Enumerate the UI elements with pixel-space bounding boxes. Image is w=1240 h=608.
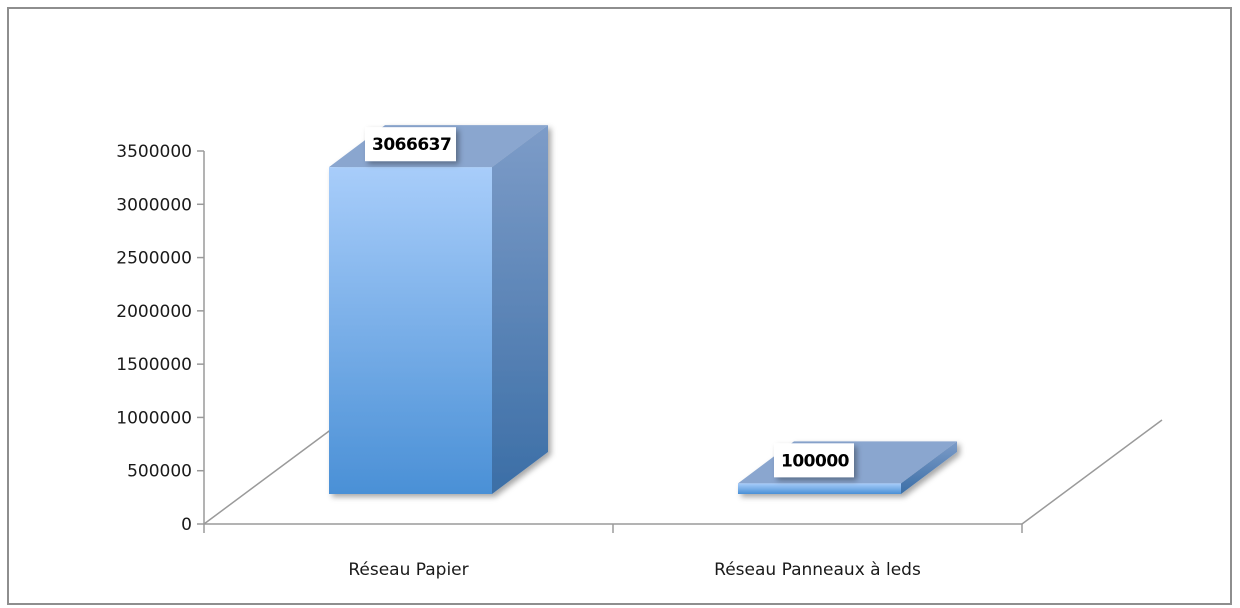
- y-tick-label: 1000000: [116, 408, 192, 428]
- x-category-label: Réseau Panneaux à leds: [714, 560, 921, 580]
- data-label-box: [774, 443, 854, 478]
- y-tick-label: 1500000: [116, 355, 192, 375]
- y-tick-label: 0: [181, 515, 192, 535]
- y-tick-label: 2500000: [116, 249, 192, 269]
- data-label-2: 100000: [774, 443, 854, 478]
- bar-front-face: [738, 483, 901, 494]
- data-label-value: 3066637: [372, 135, 451, 155]
- y-tick-label: 3500000: [116, 142, 192, 162]
- bar-side-face: [901, 441, 957, 494]
- data-labels: 3066637 100000: [365, 127, 854, 478]
- floor-left-edge: [203, 419, 345, 525]
- chart-frame: [7, 7, 1232, 605]
- data-label-value: 100000: [781, 451, 850, 471]
- bars: [329, 125, 957, 494]
- y-tick-label: 2000000: [116, 302, 192, 322]
- floor-right-edge: [1021, 419, 1163, 525]
- data-label-1: 3066637: [365, 127, 456, 162]
- bar-front-face: [329, 167, 492, 494]
- y-axis-ticks: 0 500000 1000000 1500000 2000000 2500000 30000…: [116, 142, 204, 535]
- x-category-label: Réseau Papier: [348, 560, 468, 580]
- bar-1: [329, 125, 548, 494]
- y-tick-label: 500000: [127, 462, 192, 482]
- data-label-box: [365, 127, 456, 162]
- y-tick-label: 3000000: [116, 195, 192, 215]
- bar-side-face: [492, 125, 548, 494]
- axes: [203, 151, 1163, 533]
- category-labels: Réseau Papier Réseau Panneaux à leds: [348, 560, 921, 580]
